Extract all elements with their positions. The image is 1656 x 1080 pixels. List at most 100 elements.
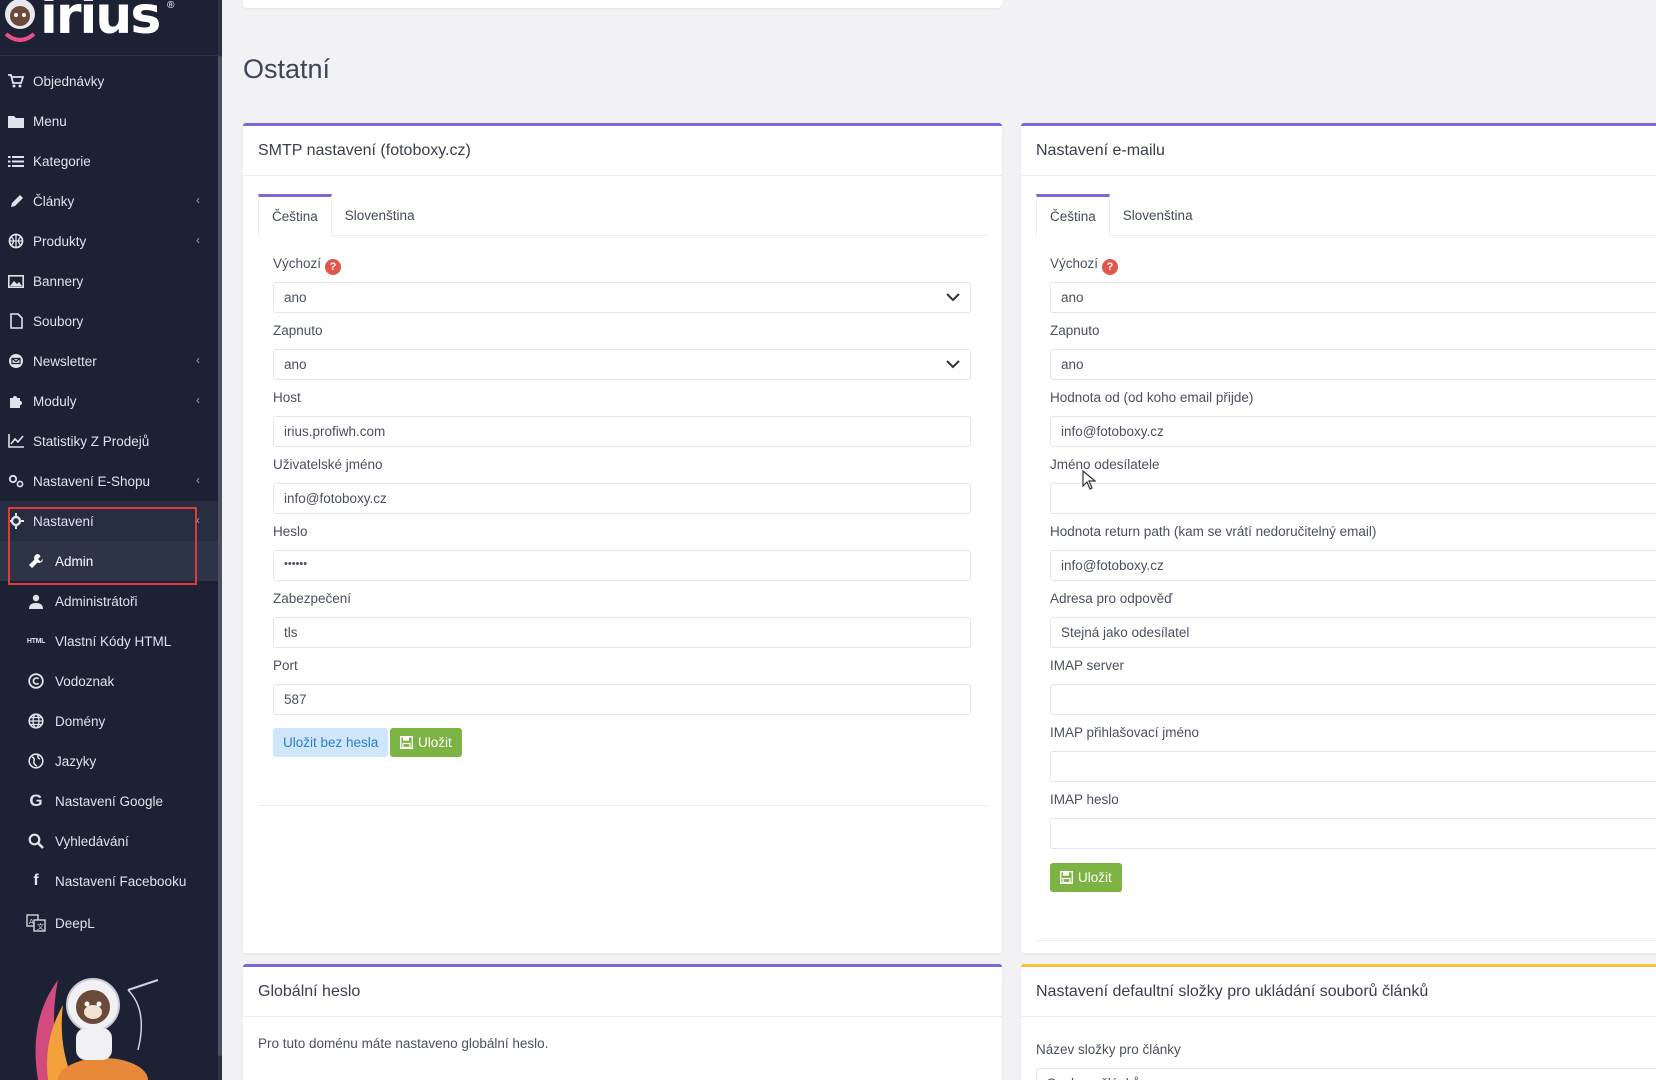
imap-user-input[interactable] bbox=[1050, 751, 1656, 782]
sidebar-item-label: Nastavení bbox=[33, 513, 94, 529]
default-select[interactable]: ano bbox=[273, 282, 971, 313]
sidebar-item-label: Admin bbox=[55, 553, 94, 569]
card-title: Nastavení defaultní složky pro ukládání … bbox=[1021, 967, 1656, 1017]
password-input[interactable]: •••••• bbox=[273, 550, 971, 581]
basketball-icon bbox=[6, 231, 26, 251]
sidebar-item-label: Nastavení Google bbox=[55, 793, 164, 809]
html-icon: HTML bbox=[26, 637, 46, 645]
sidebar-item-moduly[interactable]: Moduly ‹ bbox=[0, 381, 218, 421]
sidebar-item-nastaveni-eshopu[interactable]: Nastavení E-Shopu ‹ bbox=[0, 461, 218, 501]
sidebar-subitem-facebook[interactable]: f Nastavení Facebooku bbox=[0, 861, 218, 901]
sidebar-nav: Objednávky Menu Kategorie Články ‹ Produ… bbox=[0, 61, 218, 945]
svg-text:A: A bbox=[29, 918, 34, 926]
security-input[interactable]: tls bbox=[273, 617, 971, 648]
sidebar-item-label: Vodoznak bbox=[55, 673, 115, 689]
host-input[interactable]: irius.profiwh.com bbox=[273, 416, 971, 447]
sidebar-item-label: Jazyky bbox=[55, 753, 97, 769]
default-select[interactable]: ano bbox=[1050, 282, 1656, 313]
tab-slovenstina[interactable]: Slovenština bbox=[1122, 207, 1193, 223]
tab-cestina[interactable]: Čeština bbox=[258, 194, 332, 236]
save-without-password-button[interactable]: Uložit bez hesla bbox=[273, 728, 389, 757]
folder-icon bbox=[6, 111, 26, 131]
help-icon[interactable]: ? bbox=[325, 259, 342, 275]
return-path-input[interactable]: info@fotoboxy.cz bbox=[1050, 550, 1656, 581]
sidebar-scrollbar-thumb[interactable] bbox=[218, 56, 222, 1056]
sidebar-item-clanky[interactable]: Články ‹ bbox=[0, 181, 218, 221]
sidebar-item-label: Vlastní Kódy HTML bbox=[55, 633, 172, 649]
page-title: Ostatní bbox=[243, 54, 331, 84]
copyright-icon bbox=[26, 671, 46, 691]
wrench-icon bbox=[26, 551, 46, 571]
sender-name-input[interactable] bbox=[1050, 483, 1656, 514]
sidebar-item-label: Domény bbox=[55, 713, 106, 729]
select-value: ano bbox=[284, 290, 307, 305]
smtp-settings-card: SMTP nastavení (fotoboxy.cz) Čeština Slo… bbox=[243, 123, 1002, 953]
floppy-icon bbox=[400, 736, 413, 749]
from-input[interactable]: info@fotoboxy.cz bbox=[1050, 416, 1656, 447]
mail-icon bbox=[6, 351, 26, 371]
sidebar-item-kategorie[interactable]: Kategorie bbox=[0, 141, 218, 181]
globe-icon bbox=[26, 711, 46, 731]
save-button[interactable]: Uložit bbox=[390, 728, 462, 757]
sidebar-item-objednavky[interactable]: Objednávky bbox=[0, 61, 218, 101]
sidebar-subitem-html[interactable]: HTML Vlastní Kódy HTML bbox=[0, 621, 218, 661]
imap-server-input[interactable] bbox=[1050, 684, 1656, 715]
facebook-icon: f bbox=[33, 872, 39, 889]
folder-name-input[interactable]: Soubory článků bbox=[1036, 1068, 1656, 1080]
brand-wordmark: irius bbox=[40, 0, 161, 46]
field-label-from: Hodnota od (od koho email přijde) bbox=[1050, 390, 1254, 405]
chevron-left-icon: ‹ bbox=[196, 393, 200, 407]
port-input[interactable]: 587 bbox=[273, 684, 971, 715]
field-label-imap-password: IMAP heslo bbox=[1050, 792, 1119, 807]
mascot-icon bbox=[4, 0, 36, 42]
sidebar-item-bannery[interactable]: Bannery bbox=[0, 261, 218, 301]
imap-password-input[interactable] bbox=[1050, 818, 1656, 849]
tab-slovenstina[interactable]: Slovenština bbox=[344, 207, 415, 223]
field-label-port: Port bbox=[273, 658, 298, 673]
enabled-select[interactable]: ano bbox=[1050, 349, 1656, 380]
chevron-left-icon: ‹ bbox=[196, 473, 200, 487]
sidebar-item-statistiky[interactable]: Statistiky Z Prodejů bbox=[0, 421, 218, 461]
field-label-folder-name: Název složky pro články bbox=[1036, 1042, 1181, 1057]
save-button[interactable]: Uložit bbox=[1050, 863, 1122, 892]
language-tabs: Čeština Slovenština bbox=[1036, 194, 1656, 236]
help-icon[interactable]: ? bbox=[1102, 259, 1119, 275]
user-icon bbox=[26, 591, 46, 611]
sidebar-subitem-admin[interactable]: Admin bbox=[0, 541, 218, 581]
sidebar-item-label: Administrátoři bbox=[55, 593, 138, 609]
sidebar-subitem-jazyky[interactable]: Jazyky bbox=[0, 741, 218, 781]
sidebar-item-label: Články bbox=[33, 193, 75, 209]
logo[interactable]: irius ® bbox=[0, 0, 222, 56]
username-input[interactable]: info@fotoboxy.cz bbox=[273, 483, 971, 514]
label-text: Výchozí bbox=[273, 256, 322, 271]
svg-text:文: 文 bbox=[37, 922, 44, 931]
field-label-sender-name: Jméno odesílatele bbox=[1050, 457, 1160, 472]
field-label-reply-to: Adresa pro odpověď bbox=[1050, 591, 1173, 606]
sidebar-item-label: Nastavení E-Shopu bbox=[33, 473, 151, 489]
list-icon bbox=[6, 151, 26, 171]
sidebar-subitem-vyhledavani[interactable]: Vyhledávání bbox=[0, 821, 218, 861]
chevron-left-icon: ‹ bbox=[196, 193, 200, 207]
sidebar-item-newsletter[interactable]: Newsletter ‹ bbox=[0, 341, 218, 381]
field-label-zapnuto: Zapnuto bbox=[1050, 323, 1100, 338]
sidebar-subitem-domeny[interactable]: Domény bbox=[0, 701, 218, 741]
sidebar-subitem-vodoznak[interactable]: Vodoznak bbox=[0, 661, 218, 701]
card-title: Nastavení e-mailu bbox=[1021, 126, 1656, 176]
sidebar-item-label: Newsletter bbox=[33, 353, 97, 369]
sidebar-item-produkty[interactable]: Produkty ‹ bbox=[0, 221, 218, 261]
chevron-left-icon: ‹ bbox=[196, 353, 200, 367]
sidebar-subitem-administratori[interactable]: Administrátoři bbox=[0, 581, 218, 621]
sidebar-item-menu[interactable]: Menu bbox=[0, 101, 218, 141]
google-icon: G bbox=[29, 791, 43, 810]
tab-cestina[interactable]: Čeština bbox=[1036, 194, 1110, 236]
chevron-left-icon: ‹ bbox=[196, 233, 200, 247]
field-label-username: Uživatelské jméno bbox=[273, 457, 383, 472]
reply-to-input[interactable]: Stejná jako odesílatel bbox=[1050, 617, 1656, 648]
field-label-imap-server: IMAP server bbox=[1050, 658, 1125, 673]
sidebar-item-soubory[interactable]: Soubory bbox=[0, 301, 218, 341]
enabled-select[interactable]: ano bbox=[273, 349, 971, 380]
sidebar-item-label: Nastavení Facebooku bbox=[55, 873, 187, 889]
sidebar-subitem-google[interactable]: G Nastavení Google bbox=[0, 781, 218, 821]
sidebar-item-label: Soubory bbox=[33, 313, 84, 329]
